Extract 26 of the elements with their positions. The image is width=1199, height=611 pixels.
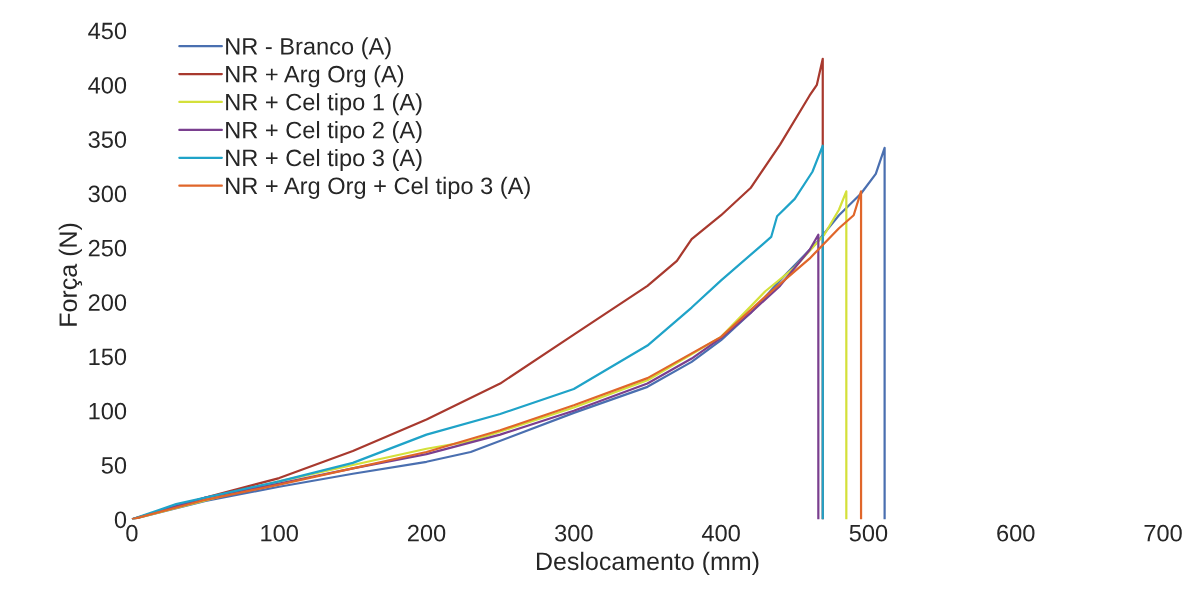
x-tick-label: 400 [701,524,740,542]
x-tick-label: 600 [997,524,1035,542]
legend-label: NR + Cel tipo 1 (A) [226,93,422,116]
x-tick-label: 0 [126,524,138,542]
x-tick-label: 100 [261,524,298,542]
y-tick-label: 450 [88,22,127,40]
x-axis-title: Deslocamento (mm) [536,551,759,576]
y-tick-label: 50 [101,457,127,474]
y-tick-label: 250 [88,239,127,257]
y-tick-label: 350 [88,131,127,148]
y-tick-label: 300 [88,185,127,203]
x-tick-label: 500 [849,524,888,542]
y-tick-label: 150 [89,348,127,366]
legend-label: NR + Cel tipo 3 (A) [226,148,422,171]
y-tick-label: 200 [88,294,127,311]
x-tick-label: 700 [1144,524,1182,542]
legend-label: NR + Arg Org + Cel tipo 3 (A) [226,176,530,199]
legend-label: NR + Cel tipo 2 (A) [226,121,422,144]
y-tick-label: 100 [89,402,127,420]
legend-label: NR - Branco (A) [226,37,391,60]
y-tick-label: 400 [88,76,127,94]
x-tick-label: 300 [555,524,593,542]
y-axis-title: Força (N) [58,223,83,326]
y-tick-label: 0 [114,511,127,529]
x-tick-label: 200 [407,524,446,542]
legend-label: NR + Arg Org (A) [226,65,404,88]
